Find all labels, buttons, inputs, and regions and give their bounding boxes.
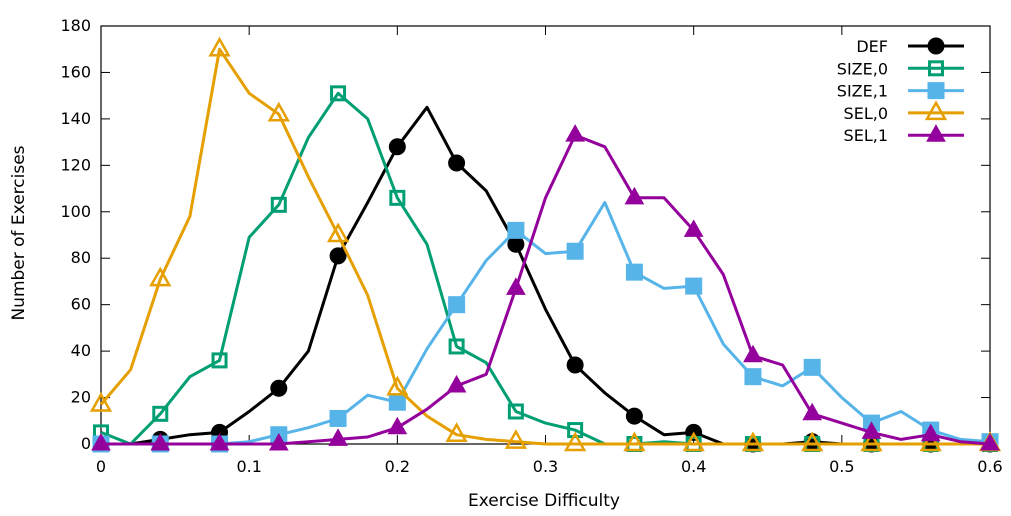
data-point-size-1 [448, 296, 466, 314]
data-point-sel-1 [209, 432, 230, 451]
x-tick-label: 0.6 [977, 457, 1002, 476]
data-point-size-0 [567, 422, 584, 439]
y-tick-label: 120 [60, 155, 91, 174]
data-point-sel-1 [387, 416, 408, 435]
x-tick-label: 0.2 [385, 457, 410, 476]
data-point-size-0 [330, 85, 347, 102]
data-point-sel-1 [506, 277, 526, 295]
data-point-size-1 [507, 221, 525, 239]
data-point-size-1 [685, 277, 703, 295]
legend-label-sel-0: SEL,0 [844, 104, 888, 123]
y-tick-label: 140 [60, 109, 91, 128]
data-point-size-0 [507, 403, 524, 420]
data-point-sel-0 [682, 431, 705, 452]
data-point-sel-1 [683, 219, 704, 237]
series-line-size-0 [100, 91, 990, 446]
series-line-sel-0 [99, 47, 990, 446]
data-point-sel-1 [920, 423, 941, 442]
data-point-sel-1 [150, 432, 171, 451]
series-line-size-1 [101, 201, 991, 446]
series-sel-1 [91, 124, 1000, 451]
y-tick-label: 0 [81, 434, 91, 453]
legend-label-size-0: SIZE,0 [837, 59, 888, 78]
data-point-sel-1 [624, 186, 645, 205]
legend-label-def: DEF [856, 37, 888, 56]
legend-marker-def [927, 37, 945, 55]
y-tick-label: 180 [60, 16, 91, 35]
y-tick-label: 20 [71, 388, 91, 407]
data-point-sel-1 [91, 432, 111, 451]
x-tick-label: 0 [96, 457, 106, 476]
data-point-size-1 [625, 263, 643, 281]
data-point-sel-1 [980, 432, 1000, 451]
data-point-sel-0 [563, 431, 587, 452]
data-point-sel-1 [565, 124, 585, 142]
data-point-sel-1 [861, 421, 882, 439]
x-axis-label: Exercise Difficulty [468, 491, 620, 511]
data-point-def [329, 247, 347, 265]
legend-label-sel-1: SEL,1 [844, 126, 888, 145]
data-point-def [448, 154, 466, 172]
legend-marker-size-0 [928, 60, 944, 77]
data-point-sel-0 [801, 431, 824, 452]
data-point-size-0 [152, 405, 169, 422]
x-tick-label: 0.5 [829, 457, 854, 476]
data-point-sel-0 [326, 222, 350, 243]
series-line-def [101, 105, 990, 446]
y-tick-label: 100 [60, 202, 91, 221]
y-tick-label: 160 [60, 62, 91, 81]
legend-label-size-1: SIZE,1 [837, 82, 888, 101]
data-point-def [270, 379, 288, 397]
data-point-def [566, 356, 584, 374]
data-point-size-0 [448, 338, 465, 355]
legend-marker-sel-1 [926, 124, 946, 142]
data-point-sel-0 [89, 391, 113, 412]
series-def [92, 105, 999, 453]
axes: 0 20 40 60 80 100 120 140 160 180 0 0.1 0.2 0.3 0.4 0.5… [60, 16, 1002, 476]
data-point-size-0 [270, 196, 287, 213]
data-point-size-1 [803, 358, 821, 376]
data-point-def [625, 407, 643, 425]
data-point-size-1 [566, 242, 584, 260]
data-point-size-1 [744, 368, 762, 386]
legend-marker-size-1 [927, 82, 945, 100]
y-axis-label: Number of Exercises [9, 145, 29, 320]
x-tick-label: 0.1 [236, 457, 261, 476]
data-point-sel-1 [743, 344, 763, 363]
data-point-sel-0 [623, 431, 646, 452]
data-point-def [388, 138, 406, 156]
y-tick-label: 60 [71, 295, 91, 314]
x-tick-label: 0.4 [681, 457, 706, 476]
series-line-sel-1 [101, 133, 991, 446]
data-point-sel-0 [504, 429, 528, 449]
data-point-sel-0 [741, 431, 765, 452]
data-point-size-1 [388, 393, 406, 411]
data-point-sel-1 [328, 428, 348, 446]
y-tick-label: 80 [71, 248, 91, 267]
legend-marker-sel-0 [924, 100, 948, 121]
data-point-sel-0 [919, 431, 942, 452]
data-point-sel-0 [149, 266, 172, 287]
y-tick-label: 40 [71, 341, 91, 360]
data-point-sel-1 [446, 374, 467, 393]
plot-series [89, 36, 1002, 453]
data-point-size-0 [389, 189, 406, 206]
data-point-sel-1 [268, 432, 289, 451]
x-tick-label: 0.3 [533, 457, 558, 476]
data-point-sel-0 [208, 36, 231, 57]
data-point-size-0 [211, 352, 228, 369]
data-point-sel-0 [445, 422, 468, 442]
data-point-size-1 [329, 409, 347, 427]
legend: DEF SIZE,0 SIZE,1 SEL,0 SEL,1 [837, 37, 964, 145]
series-sel-0 [89, 36, 1002, 452]
data-point-sel-1 [802, 402, 823, 421]
data-point-sel-0 [386, 375, 409, 396]
data-point-sel-0 [860, 431, 883, 452]
data-point-sel-0 [267, 101, 290, 122]
